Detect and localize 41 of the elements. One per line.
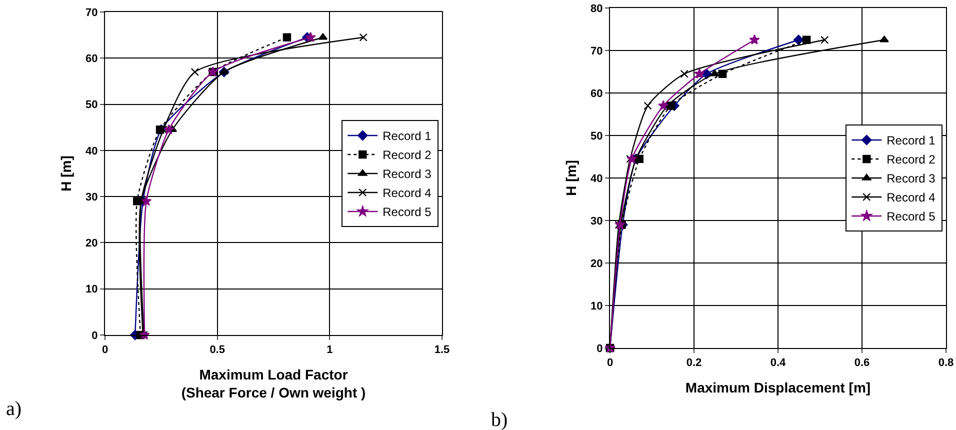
y-tick-label: 10 bbox=[590, 300, 603, 312]
y-tick-label: 30 bbox=[86, 191, 98, 204]
y-tick-label: 40 bbox=[590, 172, 603, 185]
legend-label: Record 4 bbox=[886, 190, 936, 205]
legend-label: Record 2 bbox=[886, 152, 936, 167]
x-tick-label: 0.5 bbox=[210, 344, 225, 356]
x-axis-title: Maximum Load Factor (Shear Force / Own weight ) bbox=[181, 366, 366, 401]
x-tick-label: 0.2 bbox=[686, 357, 702, 370]
x-tick-label: 0 bbox=[606, 357, 614, 370]
y-tick-label: 70 bbox=[86, 6, 98, 19]
y-tick-label: 70 bbox=[590, 45, 603, 58]
legend-label: Record 3 bbox=[382, 167, 432, 182]
y-tick-label: 0 bbox=[92, 330, 98, 342]
x-tick-label: 1 bbox=[326, 344, 333, 356]
y-tick-label: 50 bbox=[590, 130, 603, 142]
x-tick-label: 0.6 bbox=[854, 357, 870, 370]
legend-label: Record 2 bbox=[382, 148, 432, 162]
y-tick-label: 80 bbox=[590, 2, 603, 15]
x-tick-label: 0 bbox=[102, 344, 108, 356]
x-tick-label: 0.4 bbox=[770, 357, 787, 370]
legend-label: Record 5 bbox=[382, 205, 432, 220]
x-axis-title: Maximum Displacement [m] bbox=[685, 380, 871, 396]
y-axis-title: H [m] bbox=[563, 160, 580, 196]
y-tick-label: 60 bbox=[590, 88, 603, 100]
y-tick-label: 30 bbox=[590, 215, 603, 228]
y-tick-label: 20 bbox=[86, 238, 98, 250]
y-tick-label: 40 bbox=[86, 145, 98, 158]
y-tick-label: 50 bbox=[86, 99, 98, 112]
y-axis-title: H [m] bbox=[58, 156, 74, 192]
y-tick-label: 20 bbox=[590, 258, 603, 270]
y-tick-label: 10 bbox=[86, 284, 98, 296]
y-tick-label: 60 bbox=[86, 52, 98, 65]
legend-label: Record 3 bbox=[886, 172, 936, 186]
legend-label: Record 1 bbox=[886, 134, 936, 148]
text: b) bbox=[491, 409, 508, 430]
text: a) bbox=[6, 398, 22, 420]
legend-label: Record 4 bbox=[382, 186, 432, 200]
legend-label: Record 1 bbox=[382, 129, 432, 144]
x-tick-label: 0.8 bbox=[938, 357, 954, 370]
x-tick-label: 1.5 bbox=[434, 344, 450, 356]
legend-label: Record 5 bbox=[886, 210, 936, 224]
